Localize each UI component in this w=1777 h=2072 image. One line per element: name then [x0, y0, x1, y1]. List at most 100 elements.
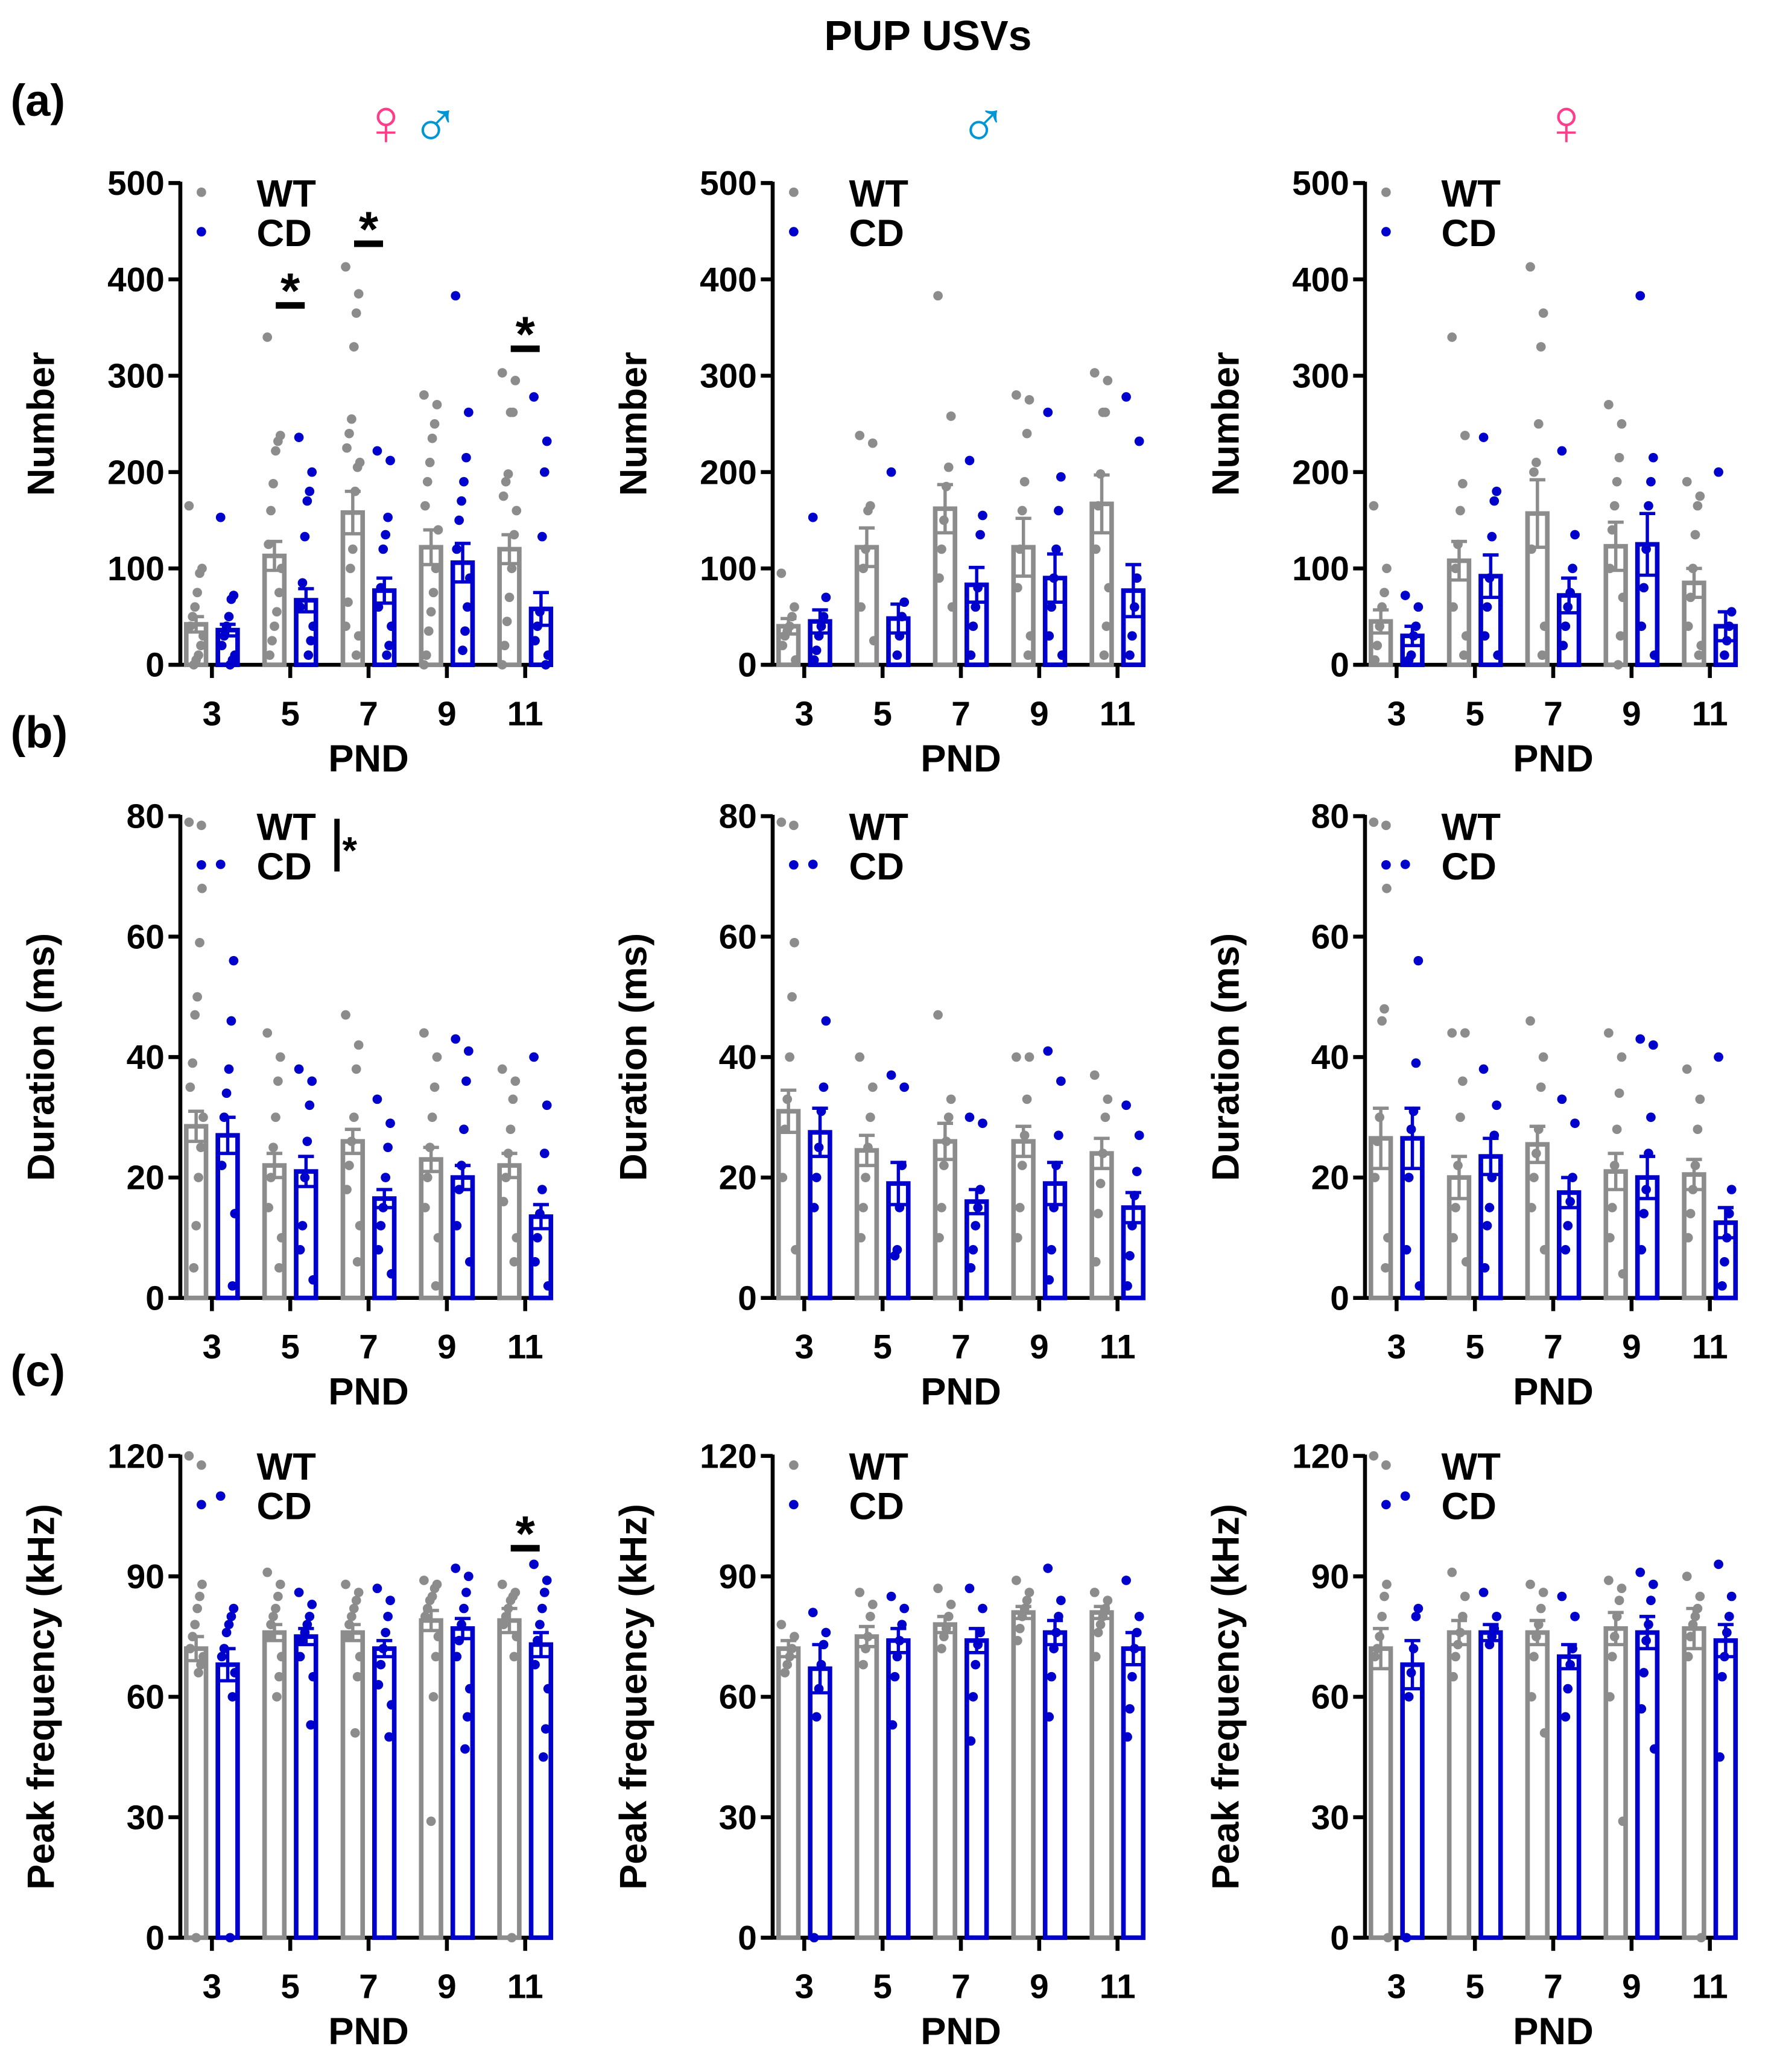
- data-point-CD: [533, 1635, 542, 1646]
- x-tick-label: 3: [1387, 695, 1407, 733]
- data-point-WT: [869, 636, 879, 646]
- data-point-WT: [1529, 1173, 1539, 1182]
- data-point-WT: [1538, 1052, 1548, 1062]
- data-point-WT: [265, 650, 274, 660]
- data-point-WT: [341, 262, 350, 272]
- data-point-CD: [460, 1744, 470, 1754]
- data-point-CD: [1406, 1668, 1416, 1678]
- legend-label-WT: WT: [1442, 806, 1501, 848]
- data-point-WT: [1101, 621, 1112, 632]
- data-point-CD: [819, 1082, 829, 1092]
- y-tick-label: 30: [1311, 1799, 1349, 1837]
- data-point-WT: [432, 399, 442, 410]
- data-point-WT: [262, 1567, 273, 1577]
- x-axis-label: PND: [920, 738, 1001, 780]
- data-point-WT: [353, 289, 364, 299]
- y-tick-label: 60: [1311, 1679, 1349, 1717]
- x-tick-label: 9: [1622, 695, 1641, 733]
- data-point-CD: [1054, 505, 1063, 516]
- data-point-WT: [502, 616, 512, 627]
- data-point-WT: [1613, 660, 1623, 670]
- data-point-WT: [1607, 525, 1617, 535]
- data-point-WT: [1382, 563, 1392, 574]
- data-point-WT: [264, 1632, 274, 1641]
- data-point-CD: [1717, 1671, 1727, 1682]
- data-point-CD: [1646, 477, 1656, 487]
- data-point-CD: [376, 1659, 386, 1670]
- data-point-WT: [1690, 530, 1700, 540]
- data-point-CD: [1400, 591, 1410, 600]
- data-point-WT: [185, 1644, 195, 1653]
- data-point-WT: [1614, 1088, 1624, 1098]
- data-point-WT: [195, 568, 204, 578]
- data-point-CD: [464, 407, 474, 417]
- data-point-WT: [933, 1010, 943, 1020]
- data-point-CD: [1413, 955, 1424, 966]
- x-tick-label: 9: [1622, 1328, 1641, 1366]
- data-point-CD: [887, 1720, 898, 1730]
- data-point-WT: [189, 1263, 199, 1273]
- data-point-WT: [1382, 884, 1392, 893]
- data-point-WT: [198, 1112, 208, 1123]
- data-point-WT: [347, 1136, 356, 1147]
- data-point-WT: [344, 428, 354, 439]
- data-point-CD: [1639, 1668, 1649, 1678]
- data-point-WT: [1369, 817, 1379, 827]
- data-point-CD: [452, 1221, 462, 1231]
- data-point-CD: [1557, 446, 1567, 456]
- data-point-WT: [190, 602, 200, 612]
- data-point-WT: [1091, 544, 1101, 554]
- data-point-CD: [1044, 1275, 1054, 1285]
- data-point-WT: [185, 621, 195, 632]
- x-tick-label: 9: [1030, 1968, 1049, 2006]
- data-point-WT: [507, 563, 517, 574]
- data-point-CD: [217, 1652, 227, 1662]
- data-point-CD: [811, 1173, 822, 1182]
- data-point-WT: [262, 1028, 273, 1038]
- data-point-WT: [498, 1197, 508, 1206]
- y-tick-label: 120: [700, 1437, 757, 1475]
- data-point-CD: [1487, 1173, 1497, 1182]
- data-point-WT: [196, 641, 206, 651]
- data-point-WT: [1604, 1576, 1614, 1585]
- legend-label-CD: CD: [849, 212, 904, 255]
- bar-WT-5: [854, 1634, 879, 1941]
- legend-marker-CD: [789, 227, 799, 237]
- y-tick-label: 500: [107, 165, 165, 203]
- x-tick-label: 11: [507, 1968, 543, 2006]
- data-point-CD: [1123, 1732, 1132, 1742]
- data-point-WT: [429, 1583, 440, 1594]
- data-point-WT: [1019, 1130, 1030, 1141]
- y-tick-label: 20: [719, 1159, 757, 1197]
- legend-marker-WT: [1381, 820, 1391, 831]
- female-symbol-icon: ♀: [1542, 86, 1591, 159]
- data-point-WT: [1103, 1094, 1113, 1104]
- data-point-CD: [307, 1076, 317, 1086]
- data-point-CD: [384, 1732, 394, 1742]
- data-point-WT: [787, 612, 797, 622]
- data-point-WT: [501, 477, 511, 487]
- data-point-WT: [1695, 1591, 1705, 1602]
- data-point-WT: [1685, 1209, 1696, 1218]
- bar-WT-3: [1368, 1646, 1393, 1941]
- data-point-CD: [897, 1161, 907, 1170]
- data-point-CD: [540, 1724, 551, 1734]
- data-point-CD: [226, 594, 236, 604]
- data-point-CD: [297, 1635, 308, 1646]
- data-point-CD: [1130, 1191, 1139, 1200]
- data-point-WT: [1460, 431, 1470, 440]
- y-tick-label: 40: [127, 1039, 165, 1077]
- data-point-CD: [219, 631, 229, 641]
- x-tick-label: 7: [1544, 695, 1563, 733]
- data-point-CD: [1043, 407, 1053, 417]
- data-point-CD: [297, 1221, 308, 1231]
- x-tick-label: 9: [437, 695, 457, 733]
- data-point-WT: [1100, 1603, 1110, 1614]
- data-point-WT: [1370, 655, 1380, 665]
- data-point-WT: [433, 525, 443, 535]
- data-point-WT: [941, 1623, 951, 1633]
- data-point-WT: [1533, 1124, 1544, 1135]
- data-point-WT: [184, 817, 194, 827]
- data-point-WT: [420, 1612, 430, 1621]
- data-point-WT: [1012, 1576, 1021, 1585]
